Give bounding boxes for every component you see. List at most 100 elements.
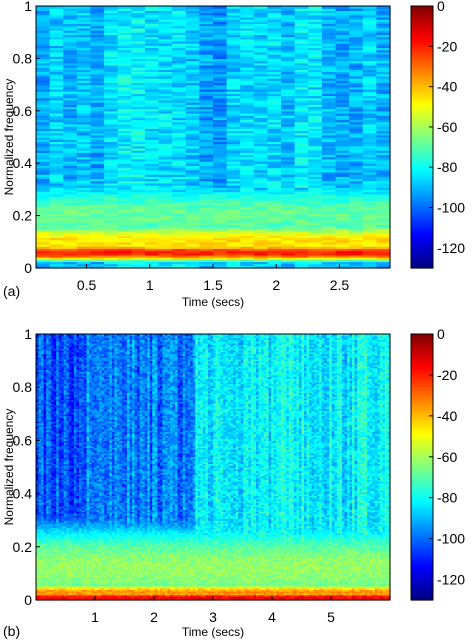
heatmap-cell (267, 56, 282, 59)
heatmap-cell (131, 204, 146, 208)
heatmap-cell (117, 215, 132, 219)
heatmap-cell (36, 369, 40, 372)
heatmap-cell (158, 75, 173, 79)
heatmap-cell (349, 82, 364, 86)
heatmap-cell (104, 121, 119, 125)
heatmap-cell (158, 80, 173, 84)
heatmap-cell (38, 346, 42, 349)
heatmap-cell (185, 25, 200, 29)
heatmap-cell (90, 54, 105, 57)
heatmap-cell (376, 30, 391, 33)
heatmap-cell (321, 25, 337, 29)
heatmap-cell (349, 191, 364, 195)
heatmap-cell (131, 174, 146, 177)
heatmap-cell (38, 557, 42, 560)
heatmap-cell (376, 230, 391, 234)
heatmap-cell (104, 222, 119, 225)
heatmap-cell (49, 141, 64, 145)
heatmap-cell (240, 167, 255, 171)
heatmap-cell (240, 10, 255, 14)
heatmap-cell (131, 215, 146, 219)
heatmap-cell (213, 141, 228, 145)
heatmap-cell (226, 25, 241, 29)
heatmap-cell (38, 433, 42, 436)
heatmap-cell (49, 217, 64, 221)
heatmap-cell (199, 219, 214, 223)
heatmap-cell (36, 32, 51, 35)
heatmap-cell (41, 571, 45, 574)
heatmap-cell (321, 47, 337, 51)
heatmap-cell (131, 241, 146, 245)
heatmap-cell (38, 470, 42, 473)
heatmap-cell (376, 130, 391, 134)
heatmap-cell (240, 112, 255, 116)
heatmap-cell (117, 145, 132, 149)
heatmap-cell (267, 169, 282, 173)
heatmap-cell (185, 243, 200, 247)
heatmap-cell (158, 174, 173, 177)
heatmap-cell (43, 420, 47, 424)
heatmap-cell (36, 468, 40, 472)
heatmap-cell (213, 75, 228, 79)
heatmap-cell (281, 174, 296, 177)
heatmap-cell (63, 78, 78, 81)
heatmap-cell (213, 110, 228, 114)
heatmap-cell (240, 95, 255, 99)
heatmap-cell (38, 422, 42, 426)
heatmap-cell (294, 34, 309, 38)
heatmap-cell (49, 191, 64, 195)
heatmap-cell (63, 171, 78, 175)
heatmap-cell (362, 230, 377, 234)
heatmap-cell (36, 200, 51, 204)
heatmap-cell (172, 145, 187, 149)
heatmap-cell (172, 119, 187, 123)
heatmap-cell (185, 95, 200, 99)
heatmap-cell (349, 91, 364, 94)
heatmap-cell (41, 424, 45, 427)
colorbar-swatch (411, 84, 433, 89)
heatmap-cell (335, 16, 350, 20)
heatmap-cell (253, 54, 269, 57)
heatmap-cell (104, 143, 119, 147)
heatmap-cell (158, 147, 173, 151)
heatmap-cell (131, 40, 146, 44)
heatmap-cell (294, 204, 309, 208)
heatmap-cell (117, 93, 132, 97)
heatmap-cell (185, 178, 200, 182)
heatmap-cell (76, 73, 92, 77)
heatmap-cell (226, 56, 241, 59)
heatmap-cell (36, 88, 51, 92)
heatmap-cell (117, 14, 132, 18)
heatmap-cell (335, 126, 350, 129)
heatmap-cell (38, 445, 42, 449)
heatmap-cell (43, 364, 47, 367)
heatmap-cell (131, 58, 146, 62)
heatmap-cell (63, 84, 78, 88)
heatmap-cell (294, 152, 309, 156)
heatmap-cell (308, 38, 323, 42)
colorbar-swatch (411, 15, 433, 20)
heatmap-cell (41, 376, 45, 379)
heatmap-cell (335, 180, 350, 184)
heatmap-cell (63, 161, 78, 164)
heatmap-cell (38, 548, 42, 551)
heatmap-cell (213, 93, 228, 97)
heatmap-cell (41, 429, 45, 433)
colorbar-swatch (411, 123, 433, 128)
heatmap-cell (213, 222, 228, 225)
heatmap-cell (185, 19, 200, 22)
heatmap-cell (226, 145, 241, 149)
heatmap-cell (321, 104, 337, 108)
heatmap-cell (213, 49, 228, 53)
heatmap-cell (349, 34, 364, 38)
heatmap-cell (267, 6, 282, 9)
heatmap-cell (253, 163, 269, 166)
heatmap-cell (213, 161, 228, 164)
heatmap-cell (185, 187, 200, 190)
heatmap-cell (49, 147, 64, 151)
heatmap-cell (281, 115, 296, 118)
heatmap-cell (335, 254, 350, 258)
heatmap-cell (362, 132, 377, 136)
heatmap-cell (36, 498, 40, 502)
heatmap-cell (36, 594, 40, 598)
